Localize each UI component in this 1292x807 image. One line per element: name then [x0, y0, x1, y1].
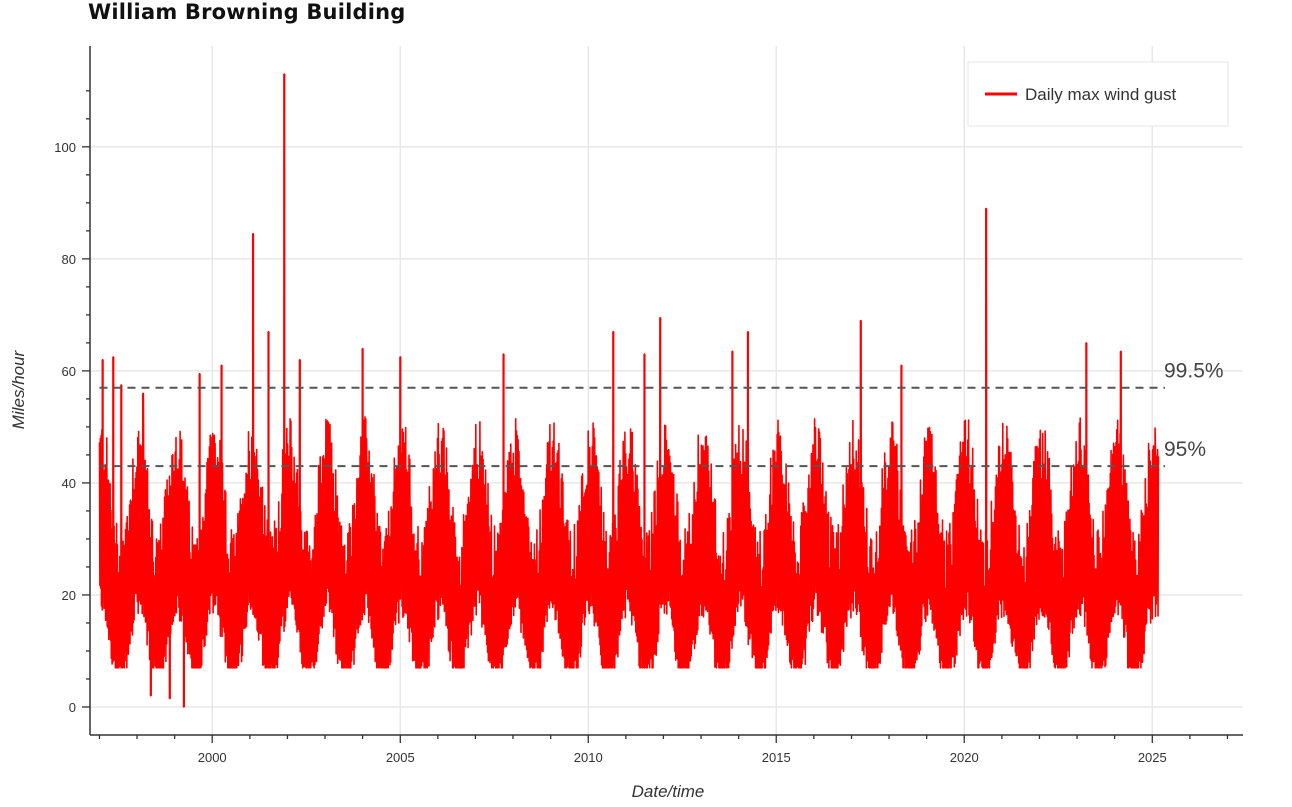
y-tick-label: 60: [62, 364, 76, 379]
page-title: William Browning Building: [88, 0, 406, 24]
series-line: [98, 73, 1160, 708]
y-tick-label: 80: [62, 252, 76, 267]
legend: Daily max wind gust: [967, 61, 1229, 127]
y-axis-title: Miles/hour: [9, 349, 28, 429]
y-tick-label: 0: [69, 700, 76, 715]
x-axis-title: Date/time: [632, 782, 705, 801]
reference-lines: 99.5% 95%: [99, 360, 1224, 468]
x-tick-label: 2020: [950, 750, 979, 765]
y-tick-label: 40: [62, 476, 76, 491]
x-tick-label: 2025: [1138, 750, 1167, 765]
reference-line-label: 99.5%: [1164, 360, 1224, 383]
y-tick-label: 20: [62, 588, 76, 603]
reference-line-label: 95%: [1164, 438, 1206, 461]
y-tick-label: 100: [54, 140, 76, 155]
x-tick-label: 2000: [198, 750, 227, 765]
axes: 0 20 40 60 80 100 2000 2005 2010 2015 2020 2025: [54, 46, 1243, 765]
series-group: [98, 73, 1160, 708]
x-tick-label: 2005: [386, 750, 415, 765]
x-tick-label: 2010: [574, 750, 603, 765]
legend-entry-label: Daily max wind gust: [1025, 85, 1176, 104]
x-tick-label: 2015: [762, 750, 791, 765]
